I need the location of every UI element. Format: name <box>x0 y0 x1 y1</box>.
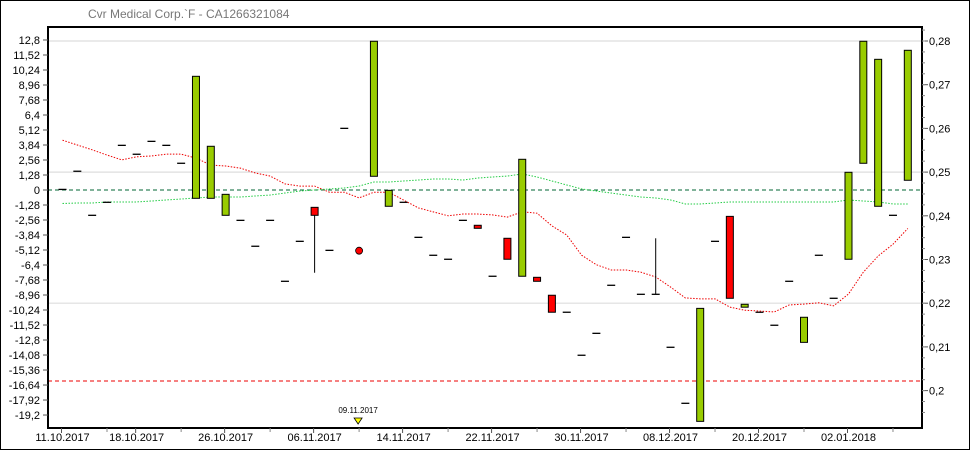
x-axis-label: 18.10.2017 <box>109 432 164 444</box>
left-axis-label: 6,4 <box>25 110 40 122</box>
right-axis-label: 0,23 <box>929 255 950 267</box>
up-candle <box>800 316 808 343</box>
left-axis-label: -7,68 <box>15 275 40 287</box>
left-axis-label: -12,8 <box>15 335 40 347</box>
left-axis-label: 11,52 <box>13 50 40 62</box>
red-dotted-line <box>62 139 909 313</box>
down-candle <box>310 206 319 216</box>
right-axis-label: 0,26 <box>929 123 950 135</box>
dot-marker <box>355 246 364 255</box>
left-axis-label: -17,92 <box>9 395 40 407</box>
up-candle <box>384 189 393 207</box>
right-axis-label: 0,25 <box>929 167 950 179</box>
down-candle <box>503 237 512 260</box>
left-axis-label: 1,28 <box>19 170 40 182</box>
x-axis-label: 20.12.2017 <box>732 432 787 444</box>
x-axis-label: 30.11.2017 <box>554 432 608 444</box>
left-axis-label: -2,56 <box>15 215 40 227</box>
left-axis-label: 12,8 <box>19 35 40 47</box>
left-axis-label: 7,68 <box>19 95 40 107</box>
left-axis-label: -19,2 <box>15 410 40 422</box>
left-axis-label: 10,24 <box>12 65 40 77</box>
left-axis-label: -5,12 <box>15 245 40 257</box>
event-triangle-icon <box>353 417 363 425</box>
up-candle <box>696 307 705 422</box>
left-axis-label: -14,08 <box>9 350 40 362</box>
right-axis-label: 0,2 <box>929 386 944 398</box>
up-candle <box>518 158 527 277</box>
up-candle <box>191 75 200 199</box>
event-date-label: 09.11.2017 <box>338 406 378 415</box>
left-axis-label: 2,56 <box>19 155 40 167</box>
right-axis-label: 0,28 <box>929 36 950 48</box>
left-axis-label: 0 <box>34 185 40 197</box>
up-candle <box>874 58 883 207</box>
up-candle <box>903 49 912 181</box>
right-axis-label: 0,21 <box>929 342 950 354</box>
up-candle <box>221 193 230 216</box>
down-candle <box>533 276 542 282</box>
down-candle <box>725 215 734 299</box>
chart-title: Cvr Medical Corp.`F - CA1266321084 <box>88 7 290 21</box>
green-dotted-line <box>62 173 908 205</box>
left-axis-label: 3,84 <box>19 140 40 152</box>
x-axis-label: 11.10.2017 <box>35 432 89 444</box>
x-axis-label: 08.12.2017 <box>643 432 698 444</box>
up-candle <box>206 145 215 199</box>
plot-frame <box>47 26 923 429</box>
x-axis-label: 26.10.2017 <box>198 432 253 444</box>
left-axis-label: -3,84 <box>15 230 40 242</box>
left-axis-label: -11,52 <box>10 320 40 332</box>
up-candle <box>859 40 868 164</box>
left-axis-label: 8,96 <box>19 80 40 92</box>
right-axis-label: 0,22 <box>929 298 950 310</box>
x-axis-label: 02.01.2018 <box>821 432 876 444</box>
left-axis-label: -8,96 <box>15 290 40 302</box>
up-candle <box>740 303 749 308</box>
left-axis-label: -6,4 <box>21 260 40 272</box>
left-axis-label: -1,28 <box>15 200 40 212</box>
left-axis-label: -15,36 <box>9 365 40 377</box>
up-candle <box>844 171 853 260</box>
left-axis-label: -10,24 <box>9 305 40 317</box>
x-axis-label: 06.11.2017 <box>287 432 341 444</box>
right-axis-label: 0,27 <box>929 80 950 92</box>
left-axis-label: -16,64 <box>9 380 40 392</box>
down-candle <box>473 224 482 229</box>
down-candle <box>547 294 556 313</box>
x-axis-label: 22.11.2017 <box>465 432 519 444</box>
left-axis-label: 5,12 <box>19 125 40 137</box>
up-candle <box>369 40 378 177</box>
right-axis-label: 0,24 <box>929 211 950 223</box>
x-axis-label: 14.11.2017 <box>376 432 430 444</box>
